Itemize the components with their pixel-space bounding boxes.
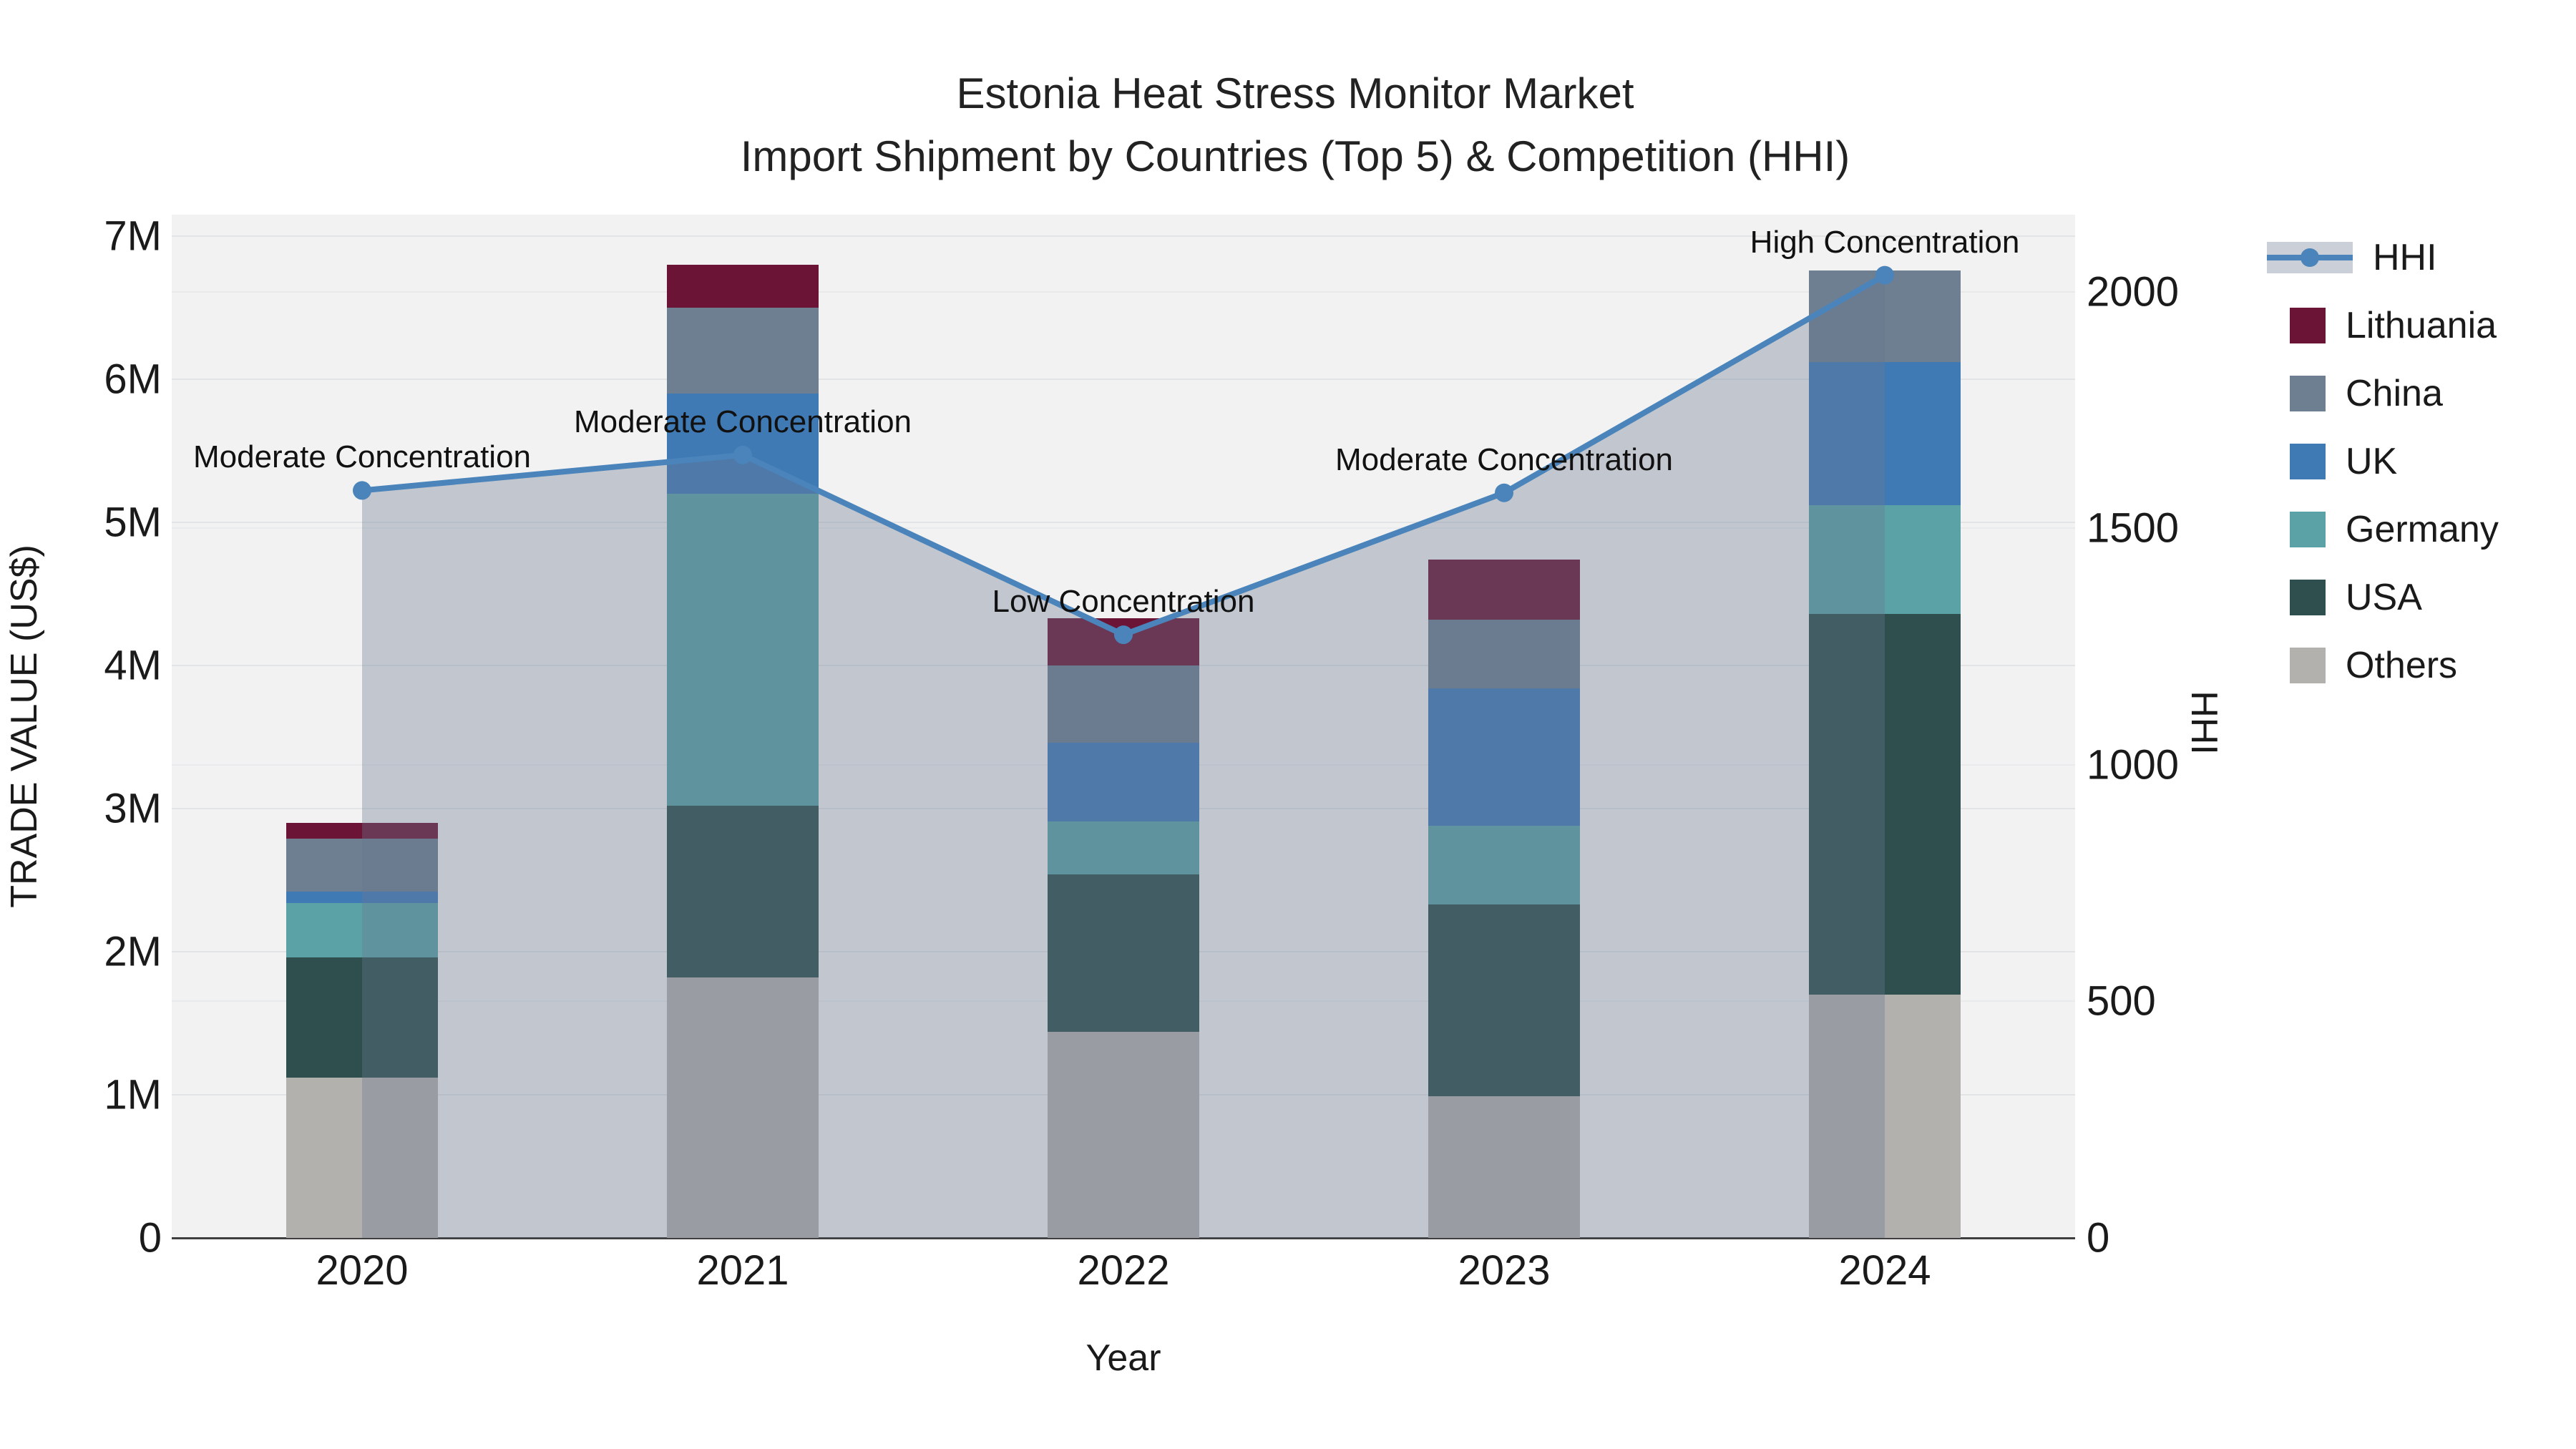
legend-label-uk: UK bbox=[2346, 441, 2398, 482]
bar-segment-china-2021[interactable] bbox=[667, 308, 819, 394]
legend-item-usa[interactable]: USA bbox=[2261, 576, 2422, 619]
bar-segment-china-2020[interactable] bbox=[286, 839, 438, 892]
bar-segment-usa-2020[interactable] bbox=[286, 957, 438, 1078]
legend-label-usa: USA bbox=[2346, 577, 2422, 618]
hhi-line-swatch bbox=[2267, 242, 2353, 273]
legend-swatch-china bbox=[2290, 376, 2326, 411]
annotation-2024: High Concentration bbox=[1750, 224, 2020, 260]
bar-segment-lithuania-2021[interactable] bbox=[667, 265, 819, 308]
annotation-2023: Moderate Concentration bbox=[1335, 441, 1674, 477]
y-tick-0: 0 bbox=[138, 1214, 162, 1262]
bar-segment-uk-2020[interactable] bbox=[286, 892, 438, 903]
legend-label-others: Others bbox=[2346, 645, 2458, 686]
y2-tick-2000: 2000 bbox=[2087, 268, 2180, 316]
gridline-hhi-2000 bbox=[172, 291, 2075, 293]
y-tick-3M: 3M bbox=[104, 785, 162, 832]
y2-tick-1000: 1000 bbox=[2087, 741, 2180, 789]
legend-item-uk[interactable]: UK bbox=[2261, 440, 2397, 483]
y2-tick-1500: 1500 bbox=[2087, 504, 2180, 552]
bar-segment-germany-2021[interactable] bbox=[667, 494, 819, 806]
x-axis-line bbox=[172, 1237, 2075, 1239]
bar-segment-others-2024[interactable] bbox=[1809, 995, 1961, 1238]
y-tick-5M: 5M bbox=[104, 499, 162, 546]
bar-segment-usa-2024[interactable] bbox=[1809, 614, 1961, 995]
gridline-hhi-1500 bbox=[172, 527, 2075, 530]
bar-segment-china-2022[interactable] bbox=[1048, 665, 1199, 743]
legend-label-lithuania: Lithuania bbox=[2346, 305, 2497, 346]
bar-segment-usa-2023[interactable] bbox=[1428, 904, 1580, 1096]
hhi-marker-2020[interactable] bbox=[353, 481, 371, 500]
bar-segment-others-2021[interactable] bbox=[667, 977, 819, 1238]
bar-segment-usa-2022[interactable] bbox=[1048, 874, 1199, 1032]
bar-segment-uk-2024[interactable] bbox=[1809, 362, 1961, 505]
annotation-2021: Moderate Concentration bbox=[573, 404, 912, 439]
y-tick-2M: 2M bbox=[104, 928, 162, 975]
y2-tick-0: 0 bbox=[2087, 1214, 2110, 1262]
bar-segment-germany-2023[interactable] bbox=[1428, 826, 1580, 904]
bar-segment-germany-2024[interactable] bbox=[1809, 505, 1961, 614]
y-axis-title: TRADE VALUE (US$) bbox=[4, 545, 45, 908]
chart-subtitle: Import Shipment by Countries (Top 5) & C… bbox=[740, 132, 1850, 180]
gridline-trade-5M bbox=[172, 522, 2075, 523]
bar-segment-usa-2021[interactable] bbox=[667, 806, 819, 977]
y2-tick-500: 500 bbox=[2087, 977, 2156, 1025]
gridline-trade-6M bbox=[172, 379, 2075, 380]
y-tick-7M: 7M bbox=[104, 213, 162, 260]
legend-item-germany[interactable]: Germany bbox=[2261, 508, 2499, 551]
bar-segment-lithuania-2022[interactable] bbox=[1048, 618, 1199, 665]
legend-item-lithuania[interactable]: Lithuania bbox=[2261, 304, 2497, 347]
legend-label-hhi: HHI bbox=[2373, 237, 2437, 278]
bar-segment-china-2023[interactable] bbox=[1428, 620, 1580, 688]
legend-label-germany: Germany bbox=[2346, 509, 2499, 550]
bar-segment-lithuania-2020[interactable] bbox=[286, 823, 438, 839]
x-tick-2021: 2021 bbox=[696, 1247, 789, 1294]
gridline-trade-7M bbox=[172, 235, 2075, 237]
y2-axis-title: HHI bbox=[2183, 691, 2225, 755]
x-tick-2023: 2023 bbox=[1458, 1247, 1551, 1294]
legend-item-china[interactable]: China bbox=[2261, 372, 2443, 415]
bar-segment-germany-2020[interactable] bbox=[286, 903, 438, 957]
bar-segment-others-2023[interactable] bbox=[1428, 1096, 1580, 1238]
legend-label-china: China bbox=[2346, 373, 2443, 414]
legend-swatch-others bbox=[2290, 648, 2326, 683]
hhi-marker-2023[interactable] bbox=[1495, 483, 1513, 502]
legend-item-others[interactable]: Others bbox=[2261, 644, 2457, 687]
y-tick-6M: 6M bbox=[104, 356, 162, 403]
legend-swatch-lithuania bbox=[2290, 308, 2326, 343]
x-axis-title: Year bbox=[1085, 1337, 1161, 1379]
x-tick-2022: 2022 bbox=[1077, 1247, 1170, 1294]
bar-segment-uk-2022[interactable] bbox=[1048, 743, 1199, 821]
y-tick-1M: 1M bbox=[104, 1071, 162, 1118]
bar-segment-others-2020[interactable] bbox=[286, 1078, 438, 1238]
plot-area bbox=[172, 215, 2075, 1239]
bar-segment-uk-2023[interactable] bbox=[1428, 688, 1580, 826]
x-tick-2020: 2020 bbox=[316, 1247, 409, 1294]
bar-segment-china-2024[interactable] bbox=[1809, 270, 1961, 362]
legend-swatch-germany bbox=[2290, 512, 2326, 547]
legend-item-hhi[interactable]: HHI bbox=[2261, 236, 2437, 279]
bar-segment-germany-2022[interactable] bbox=[1048, 821, 1199, 874]
y-tick-4M: 4M bbox=[104, 642, 162, 689]
legend-swatch-usa bbox=[2290, 580, 2326, 615]
x-tick-2024: 2024 bbox=[1838, 1247, 1931, 1294]
bar-segment-others-2022[interactable] bbox=[1048, 1032, 1199, 1238]
chart-title: Estonia Heat Stress Monitor Market bbox=[956, 69, 1634, 117]
bar-segment-lithuania-2023[interactable] bbox=[1428, 560, 1580, 620]
legend-swatch-uk bbox=[2290, 444, 2326, 479]
annotation-2022: Low Concentration bbox=[992, 584, 1255, 620]
annotation-2020: Moderate Concentration bbox=[192, 439, 532, 475]
